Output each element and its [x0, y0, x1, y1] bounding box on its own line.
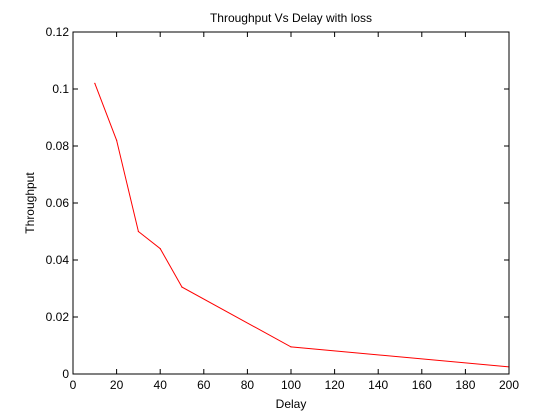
data-point	[290, 346, 292, 348]
x-tick-label: 40	[154, 378, 168, 392]
x-tick-label: 180	[455, 378, 475, 392]
x-axis-title: Delay	[276, 397, 307, 411]
chart-title: Throughput Vs Delay with loss	[210, 11, 372, 25]
x-tick-label: 160	[412, 378, 432, 392]
x-tick-label: 20	[110, 378, 124, 392]
y-tick-label: 0.12	[46, 25, 70, 39]
x-tick-label: 100	[281, 378, 301, 392]
data-point	[159, 248, 161, 250]
data-point	[94, 82, 96, 84]
plot-frame	[72, 31, 510, 375]
y-tick-label: 0.08	[46, 139, 70, 153]
data-point	[181, 286, 183, 288]
x-tick-label: 200	[499, 378, 519, 392]
y-tick-label: 0.06	[46, 196, 70, 210]
x-tick-label: 140	[368, 378, 388, 392]
x-tick-label: 60	[197, 378, 211, 392]
data-point	[116, 139, 118, 141]
data-point	[137, 230, 139, 233]
y-tick-label: 0.04	[46, 253, 70, 267]
x-tick-label: 0	[70, 378, 77, 392]
x-tick-label: 120	[325, 378, 345, 392]
y-tick-label: 0.02	[46, 310, 70, 324]
plot-area	[73, 32, 509, 374]
tick-layer: 0 20 40 60 80 100 120 140 160 180 200 0 0.02 0.04 0.06…	[46, 25, 520, 392]
y-tick-label: 0.1	[52, 82, 69, 96]
x-tick-label: 80	[241, 378, 255, 392]
y-tick-label: 0	[62, 367, 69, 381]
y-axis-title: Throughput	[23, 172, 37, 234]
